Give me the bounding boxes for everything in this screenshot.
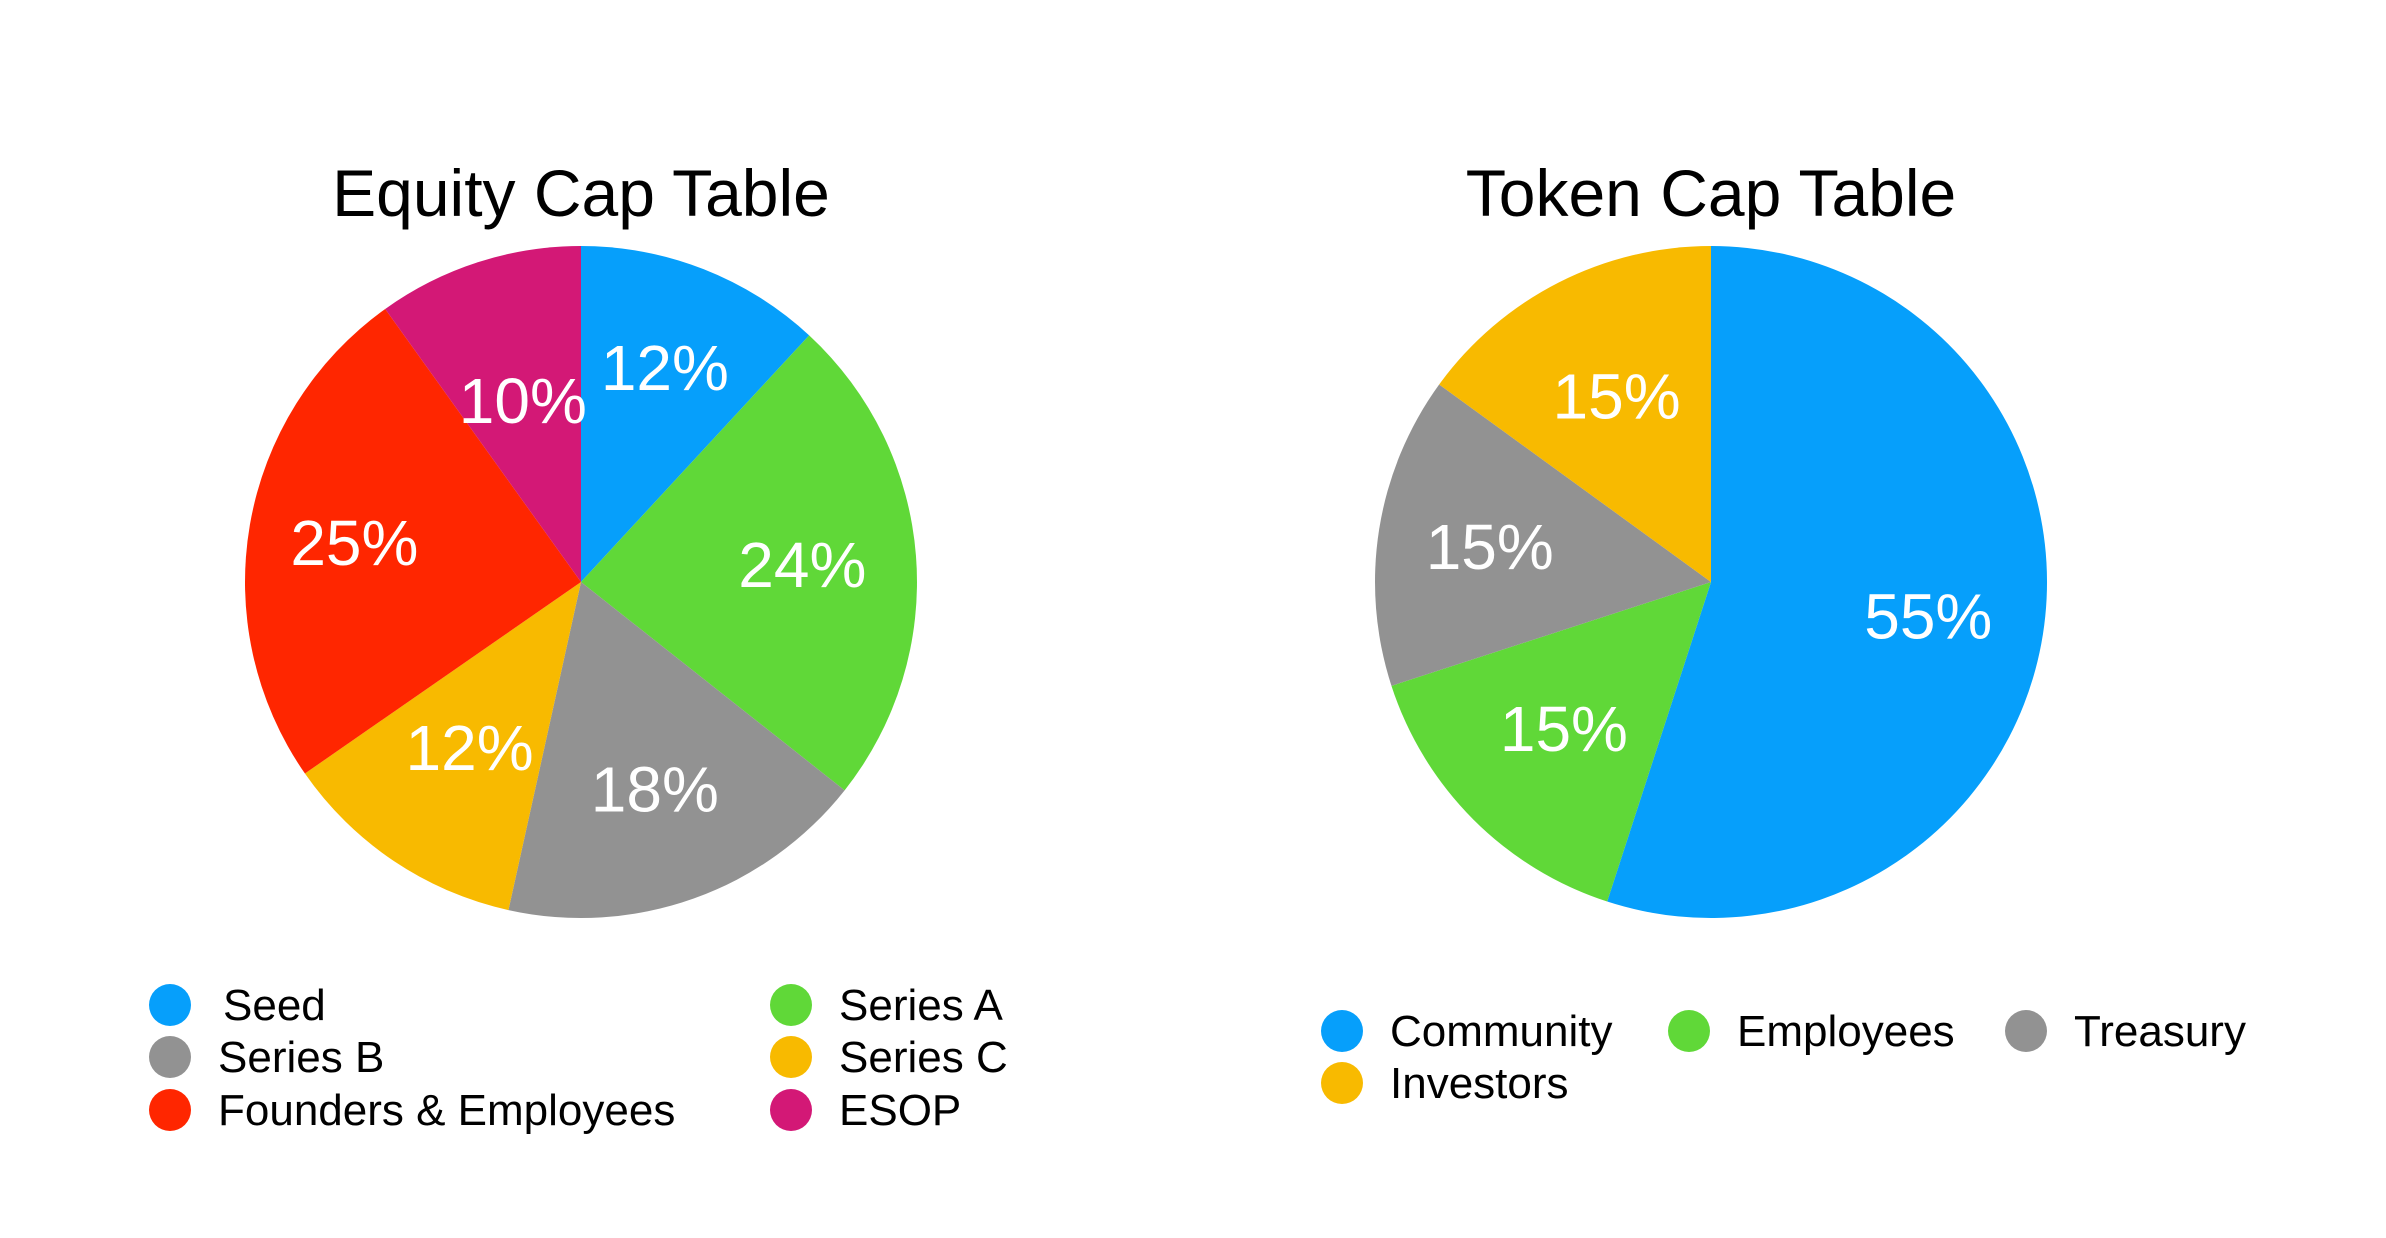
token-legend: Community Employees Treasury Investors	[1321, 1007, 2246, 1108]
legend-swatch-series-a	[770, 984, 812, 1026]
legend-label-founders-employees: Founders & Employees	[218, 1086, 675, 1135]
equity-slice-series-b	[508, 582, 845, 919]
equity-slice-labels: 12% 24% 18% 12% 25% 10%	[290, 332, 866, 825]
equity-slice-esop	[385, 246, 581, 582]
legend-label-series-c: Series C	[839, 1033, 1008, 1082]
legend-label-seed: Seed	[223, 981, 326, 1030]
equity-legend: Seed Series B Founders & Employees Serie…	[149, 981, 1008, 1135]
legend-item-treasury: Treasury	[2005, 1007, 2246, 1056]
legend-swatch-investors	[1321, 1062, 1363, 1104]
token-slice-label-investors: 15%	[1553, 361, 1681, 433]
equity-slice-seed	[581, 246, 810, 582]
legend-swatch-seed	[149, 984, 191, 1026]
legend-swatch-series-b	[149, 1036, 191, 1078]
equity-slice-label-series-a: 24%	[738, 529, 866, 601]
legend-swatch-employees	[1668, 1010, 1710, 1052]
legend-item-series-c: Series C	[770, 1033, 1008, 1082]
token-slice-investors	[1439, 246, 1711, 582]
legend-item-series-b: Series B	[149, 1033, 384, 1082]
token-chart-title: Token Cap Table	[1466, 156, 1956, 230]
equity-slice-label-founders-employees: 25%	[290, 507, 418, 579]
legend-label-treasury: Treasury	[2074, 1007, 2246, 1056]
equity-chart: Equity Cap Table 12% 24% 18% 12% 25% 10% Seed…	[149, 156, 1008, 1135]
equity-slice-label-seed: 12%	[601, 332, 729, 404]
token-slice-employees	[1391, 582, 1711, 902]
legend-label-series-a: Series A	[839, 981, 1004, 1030]
legend-label-employees: Employees	[1737, 1007, 1955, 1056]
legend-item-community: Community	[1321, 1007, 1613, 1056]
legend-item-seed: Seed	[149, 981, 326, 1030]
equity-slice-label-series-b: 18%	[591, 753, 719, 825]
equity-pie	[244, 246, 917, 919]
legend-item-employees: Employees	[1668, 1007, 1955, 1056]
equity-slice-series-c	[304, 582, 581, 911]
token-slice-community	[1607, 245, 2048, 918]
equity-slice-label-esop: 10%	[459, 365, 587, 437]
legend-label-esop: ESOP	[839, 1086, 961, 1135]
legend-label-community: Community	[1390, 1007, 1613, 1056]
token-pie	[1375, 245, 2048, 918]
legend-label-investors: Investors	[1390, 1059, 1569, 1108]
token-slice-label-community: 55%	[1864, 580, 1992, 652]
legend-swatch-series-c	[770, 1036, 812, 1078]
legend-swatch-esop	[770, 1089, 812, 1131]
legend-item-series-a: Series A	[770, 981, 1004, 1030]
equity-slice-founders-employees	[244, 308, 581, 774]
legend-label-series-b: Series B	[218, 1033, 384, 1082]
legend-swatch-founders-employees	[149, 1089, 191, 1131]
token-slice-label-treasury: 15%	[1426, 511, 1554, 583]
legend-swatch-community	[1321, 1010, 1363, 1052]
legend-swatch-treasury	[2005, 1010, 2047, 1052]
legend-item-founders-employees: Founders & Employees	[149, 1086, 675, 1135]
equity-slice-label-series-c: 12%	[406, 712, 534, 784]
token-slice-label-employees: 15%	[1500, 693, 1628, 765]
token-slice-treasury	[1375, 384, 1711, 686]
token-chart: Token Cap Table 55% 15% 15% 15% Community E…	[1321, 156, 2246, 1108]
equity-chart-title: Equity Cap Table	[332, 156, 830, 230]
legend-item-investors: Investors	[1321, 1059, 1569, 1108]
token-slice-labels: 55% 15% 15% 15%	[1426, 361, 1993, 765]
legend-item-esop: ESOP	[770, 1086, 961, 1135]
equity-slice-series-a	[581, 335, 917, 791]
